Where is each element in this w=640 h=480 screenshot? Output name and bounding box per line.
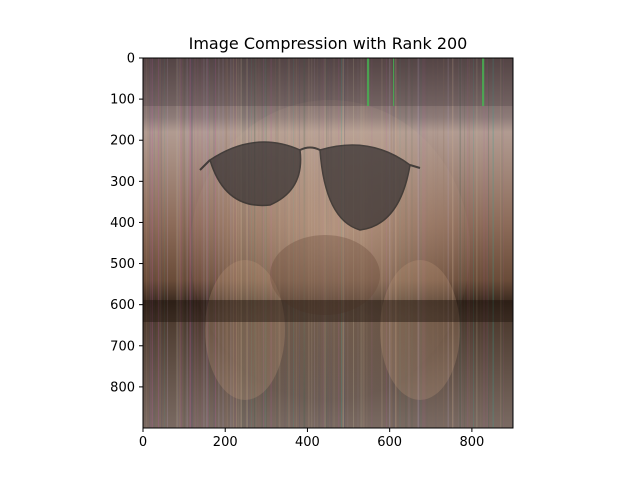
noise-stripe — [473, 58, 475, 428]
figure-title: Image Compression with Rank 200 — [189, 34, 468, 53]
noise-stripe — [180, 58, 182, 428]
noise-stripe — [503, 58, 504, 428]
noise-stripe — [182, 58, 184, 428]
y-tick-label: 700 — [110, 339, 135, 354]
green-stripe — [482, 58, 484, 106]
dark-band — [143, 300, 513, 322]
noise-stripe — [177, 58, 179, 428]
noise-stripe — [150, 58, 152, 428]
noise-stripe — [488, 58, 490, 428]
noise-stripe — [153, 58, 156, 428]
noise-stripe — [176, 58, 178, 428]
axes-frame — [142, 57, 514, 429]
top-band — [143, 58, 513, 106]
x-tick-label: 600 — [377, 435, 402, 450]
noise-stripe — [501, 58, 503, 428]
noise-stripe — [147, 58, 149, 428]
x-tick-label: 400 — [295, 435, 320, 450]
noise-stripe — [480, 58, 482, 428]
noise-stripe — [156, 58, 158, 428]
green-stripe — [367, 58, 369, 106]
green-stripe — [368, 58, 370, 106]
noise-stripe — [483, 58, 485, 428]
x-tick-label: 800 — [459, 435, 484, 450]
sunglasses — [199, 141, 421, 231]
noise-stripe — [146, 58, 148, 428]
y-tick-label: 500 — [110, 257, 135, 272]
y-tick-label: 400 — [110, 216, 135, 231]
noise-stripe — [186, 58, 188, 428]
noise-stripe — [152, 58, 153, 428]
compressed-image — [143, 58, 513, 428]
y-axis: 0 100 200 300 400 500 600 700 800 — [110, 52, 143, 395]
dog-right-ear — [380, 260, 460, 400]
y-tick-label: 600 — [110, 298, 135, 313]
noise-stripe — [476, 58, 478, 428]
dog-nose — [270, 235, 380, 315]
noise-stripe — [179, 58, 181, 428]
y-tick-label: 300 — [110, 175, 135, 190]
x-axis: 0 200 400 600 800 — [139, 428, 484, 450]
noise-stripe — [167, 58, 168, 428]
y-tick-label: 100 — [110, 93, 135, 108]
dog-left-ear — [205, 260, 285, 400]
noise-stripe — [158, 58, 160, 428]
green-stripe — [483, 58, 485, 106]
x-tick-label: 0 — [139, 435, 147, 450]
x-tick-label: 200 — [213, 435, 238, 450]
noise-stripe — [183, 58, 185, 428]
y-tick-label: 200 — [110, 134, 135, 149]
noise-stripe — [164, 58, 166, 428]
noise-stripe — [161, 58, 163, 428]
noise-stripe — [500, 58, 502, 428]
green-stripe — [393, 58, 395, 106]
y-tick-label: 0 — [127, 52, 135, 67]
noise-stripe — [159, 58, 161, 428]
noise-stripe — [486, 58, 489, 428]
y-tick-label: 800 — [110, 380, 135, 395]
noise-stripe — [492, 58, 494, 428]
noise-stripe — [471, 58, 473, 428]
noise-stripe — [149, 58, 151, 428]
